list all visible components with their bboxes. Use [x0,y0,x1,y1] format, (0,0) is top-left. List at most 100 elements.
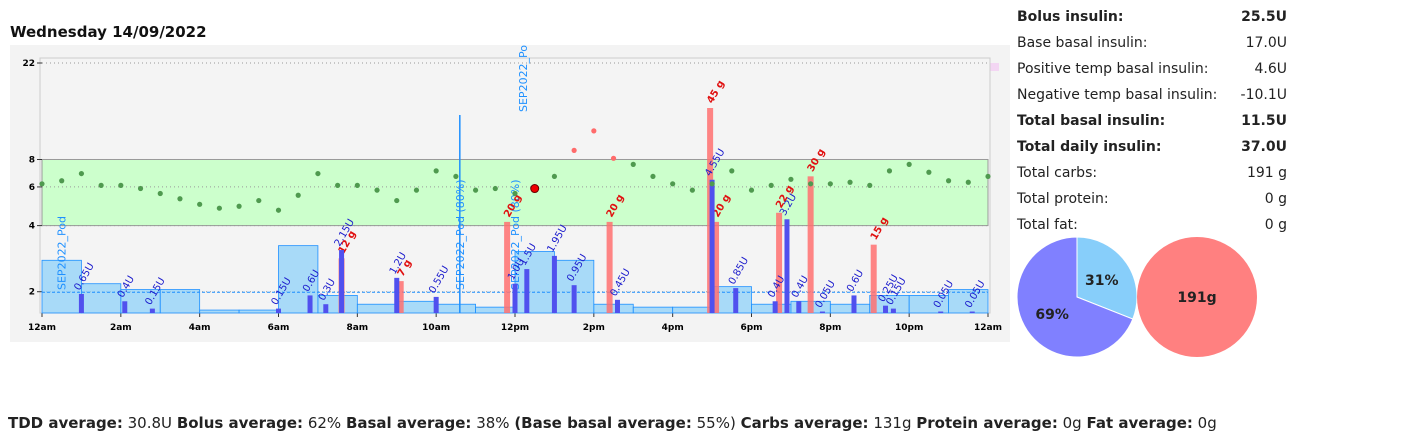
x-tick-label: 6am [268,323,290,333]
bolus-bar [551,255,557,313]
summary-row: Total basal insulin: 11.5U [1017,108,1287,134]
x-tick-label: 2pm [583,323,605,333]
glucose-point [768,182,774,188]
glucose-point [571,147,577,153]
footer-label: Carbs average: [740,414,869,432]
bolus-bar [524,269,530,313]
glucose-point [886,168,893,174]
glucose-point [433,168,439,174]
glucose-point [453,173,459,180]
glucose-point [610,155,617,161]
x-tick-label: 4pm [662,323,684,333]
chart: Wednesday 14/09/2022 2 4 6 8 22 12am 2am 4am 6am… [10,23,1257,358]
glucose-point [157,190,163,197]
bolus-bar [784,219,790,313]
glucose-point [748,187,755,193]
bolus-bar [78,293,84,313]
bolus-bar [819,311,825,313]
summary-row: Total fat: 0 g [1017,212,1287,238]
glucose-point [394,197,400,204]
basal-bar [41,259,82,314]
basal-bar [356,303,398,314]
event-marker [530,184,540,194]
glucose-point [275,207,282,213]
annotation: SEP2022_Pod [56,216,69,290]
summary-row: Total protein: 0 g [1017,186,1287,212]
bolus-bar [339,250,345,313]
pie-slice [1016,236,1134,358]
bolus-bar [149,308,155,313]
basal-bar [632,306,674,314]
summary-value: 17.0U [1245,35,1287,51]
glucose-point [847,179,853,185]
bolus-bar [394,277,400,313]
footer-label: Basal average: [345,414,472,432]
glucose-point [492,185,498,192]
glucose-point [906,161,912,167]
glucose-point [729,168,735,174]
basal-bar [948,289,989,314]
y-tick-label: 6 [29,183,35,193]
carb-bar [606,221,613,313]
carb-bar [713,221,720,313]
carb-bar [504,221,511,313]
glucose-point [512,190,518,197]
basal-bar [672,306,713,314]
bolus-bar [433,296,439,313]
summary-row: Positive temp basal insulin: 4.6U [1017,56,1287,82]
pie-slice [1137,237,1257,357]
glucose-point [177,196,183,202]
glucose-point [78,170,85,177]
glucose-point [39,181,45,187]
bolus-bar [122,301,128,313]
glucose-point [591,128,597,134]
bolus-bar [772,301,778,313]
bolus-bar [890,308,896,313]
glucose-point [551,173,558,180]
glucose-point [788,176,794,182]
chart-title: Wednesday 14/09/2022 [10,23,207,41]
summary-label: Bolus insulin: [1017,9,1124,25]
footer: TDD average: 30.8U Bolus average: 62% Ba… [8,414,1217,432]
x-tick-label: 2am [110,323,132,333]
glucose-point [256,197,262,204]
legend-swatch [983,63,999,71]
glucose-point [985,173,991,180]
pie-label: 69% [1035,307,1069,323]
footer-value: 55%) [696,414,736,432]
footer-value: 38% [476,414,510,432]
glucose-point [472,187,479,193]
x-tick-label: 10am [422,323,450,333]
bolus-bar [307,295,313,313]
pie-label: 31% [1085,273,1119,289]
bolus-bar [614,299,620,313]
x-tick-label: 8pm [819,323,841,333]
summary-label: Positive temp basal insulin: [1017,61,1209,77]
bolus-bar [851,295,857,313]
summary-label: Total basal insulin: [1017,113,1166,129]
glucose-point [236,203,242,209]
bolus-bar [938,311,944,313]
basal-bar [81,283,122,314]
footer-label: Fat average: [1086,414,1193,432]
pie-label: 191g [1177,290,1216,306]
y-tick-label: 4 [29,222,35,232]
summary-row: Total daily insulin: 37.0U [1017,134,1287,160]
glucose-point [354,182,360,188]
annotation: SEP2022_Po [517,45,530,112]
carb-bar [870,244,877,313]
glucose-point [315,170,321,177]
summary-value: 11.5U [1241,113,1287,129]
summary-label: Negative temp basal insulin: [1017,87,1218,103]
summary: Bolus insulin: 25.5U Base basal insulin: 17… [1017,4,1287,238]
glucose-point [216,205,222,211]
footer-label: (Base basal average: [514,414,692,432]
summary-value: -10.1U [1240,87,1287,103]
basal-bar [593,303,634,314]
y-tick-label: 22 [22,59,35,69]
glucose-point [118,182,124,188]
glucose-point [413,187,420,193]
glucose-point [374,187,380,193]
footer-value: 131g [873,414,912,432]
glucose-point [945,178,952,184]
